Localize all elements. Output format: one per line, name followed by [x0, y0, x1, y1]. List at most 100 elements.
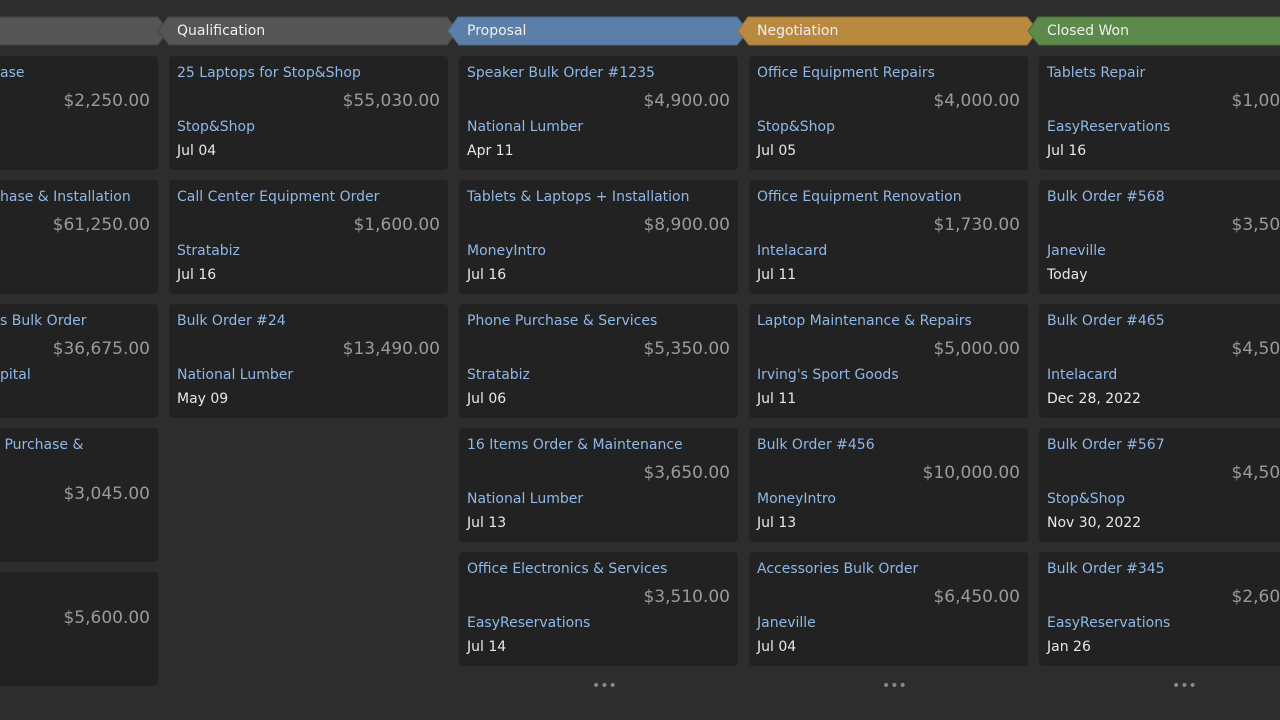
- deal-amount: $4,900.00: [643, 91, 730, 111]
- deal-amount: $2,603: [1231, 587, 1280, 607]
- deal-title: Bulk Order #345: [1047, 561, 1165, 577]
- deal-card[interactable]: 25 Laptops for Stop&Shop $55,030.00 Stop&S…: [169, 56, 448, 170]
- deal-card[interactable]: Bulk Order #345 $2,603 EasyReservations Jan…: [1039, 552, 1280, 666]
- stage-headers: [0, 16, 1280, 46]
- deal-company: Stop&Shop: [1047, 491, 1125, 507]
- stage-title: Qualification: [177, 23, 266, 39]
- deal-card[interactable]: Purchase & $3,045.00: [0, 428, 158, 562]
- deal-title: Laptop Maintenance & Repairs: [757, 313, 972, 329]
- deal-date: Nov 30, 2022: [1047, 515, 1142, 531]
- deal-amount: $4,500: [1231, 463, 1280, 483]
- deal-date: Jul 06: [467, 391, 507, 407]
- deal-title: Bulk Order #567: [1047, 437, 1165, 453]
- deal-card[interactable]: Phone Purchase & Services $5,350.00 Strata…: [459, 304, 738, 418]
- stage-title: Closed Won: [1047, 23, 1129, 39]
- deal-amount: $8,900.00: [643, 215, 730, 235]
- deal-title: Bulk Order #568: [1047, 189, 1165, 205]
- deal-company: Stop&Shop: [177, 119, 255, 135]
- deal-card[interactable]: Bulk Order #465 $4,500 Intelacard Dec 28, 2…: [1039, 304, 1280, 418]
- deal-amount: $36,675.00: [52, 339, 150, 359]
- deal-title: Bulk Order #456: [757, 437, 875, 453]
- deal-date: May 09: [177, 391, 229, 407]
- more-icon[interactable]: •••: [592, 678, 617, 694]
- deal-card[interactable]: Bulk Order #568 $3,500 Janeville Today: [1039, 180, 1280, 294]
- deal-title: Tablets & Laptops + Installation: [467, 189, 690, 205]
- deal-company: Stratabiz: [177, 243, 240, 259]
- deal-title: Bulk Order #24: [177, 313, 286, 329]
- deal-title: Purchase &: [0, 437, 84, 453]
- deal-date: Jul 13: [467, 515, 507, 531]
- deal-amount: $5,350.00: [643, 339, 730, 359]
- deal-title: Office Equipment Repairs: [757, 65, 935, 81]
- deal-amount: $3,045.00: [63, 484, 150, 504]
- more-icon[interactable]: •••: [1172, 678, 1197, 694]
- deal-title: s Bulk Order: [0, 313, 87, 329]
- deal-date: Dec 28, 2022: [1047, 391, 1141, 407]
- deal-company: MoneyIntro: [757, 491, 836, 507]
- deal-title: Bulk Order #465: [1047, 313, 1165, 329]
- deal-company: National Lumber: [467, 119, 584, 135]
- deal-date: Today: [1047, 267, 1088, 283]
- stage-arrow: [737, 16, 1039, 46]
- deal-card[interactable]: hase & Installation $61,250.00: [0, 180, 158, 294]
- deal-amount: $4,000.00: [933, 91, 1020, 111]
- deal-amount: $13,490.00: [342, 339, 440, 359]
- deal-card[interactable]: $5,600.00: [0, 572, 158, 686]
- deal-amount: $5,000.00: [933, 339, 1020, 359]
- deal-date: Jul 14: [467, 639, 507, 655]
- deal-amount: $1,730.00: [933, 215, 1020, 235]
- deal-title: Accessories Bulk Order: [757, 561, 919, 577]
- deal-card[interactable]: Accessories Bulk Order $6,450.00 Janeville…: [749, 552, 1028, 666]
- deal-date: Jul 13: [757, 515, 797, 531]
- deal-title: hase & Installation: [0, 189, 131, 205]
- deal-company: pital: [0, 367, 31, 383]
- more-icon[interactable]: •••: [882, 678, 907, 694]
- stage-title: Proposal: [467, 23, 527, 39]
- deal-company: National Lumber: [177, 367, 294, 383]
- deal-card[interactable]: Bulk Order #24 $13,490.00 National Lumber M…: [169, 304, 448, 418]
- deal-card[interactable]: Office Electronics & Services $3,510.00 Ea…: [459, 552, 738, 666]
- deal-title: Phone Purchase & Services: [467, 313, 658, 329]
- deal-amount: $4,500: [1231, 339, 1280, 359]
- deal-title: Speaker Bulk Order #1235: [467, 65, 655, 81]
- deal-date: Jul 04: [757, 639, 797, 655]
- deal-company: National Lumber: [467, 491, 584, 507]
- deal-amount: $3,650.00: [643, 463, 730, 483]
- deal-card[interactable]: Call Center Equipment Order $1,600.00 Stra…: [169, 180, 448, 294]
- deal-amount: $6,450.00: [933, 587, 1020, 607]
- deal-company: Janeville: [757, 615, 816, 631]
- deal-title: ase: [0, 65, 25, 81]
- deal-card[interactable]: Bulk Order #567 $4,500 Stop&Shop Nov 30, 20…: [1039, 428, 1280, 542]
- deal-title: Office Equipment Renovation: [757, 189, 962, 205]
- deal-amount: $3,500: [1231, 215, 1280, 235]
- stage-title: Negotiation: [757, 23, 839, 39]
- deal-card[interactable]: Tablets & Laptops + Installation $8,900.0…: [459, 180, 738, 294]
- deal-date: Apr 11: [467, 143, 514, 159]
- deal-amount: $61,250.00: [52, 215, 150, 235]
- deal-company: Intelacard: [1047, 367, 1118, 383]
- stage-arrow: [1027, 16, 1280, 46]
- deal-card[interactable]: s Bulk Order $36,675.00 pital: [0, 304, 158, 418]
- deal-amount: $10,000.00: [922, 463, 1020, 483]
- deal-amount: $2,250.00: [63, 91, 150, 111]
- deal-date: Jan 26: [1047, 639, 1091, 655]
- deal-card[interactable]: Office Equipment Repairs $4,000.00 Stop&Sh…: [749, 56, 1028, 170]
- stage-arrow: [157, 16, 459, 46]
- deal-card[interactable]: Bulk Order #456 $10,000.00 MoneyIntro Jul 1…: [749, 428, 1028, 542]
- deal-card[interactable]: Tablets Repair $1,000 EasyReservations Jul …: [1039, 56, 1280, 170]
- deal-card[interactable]: Office Equipment Renovation $1,730.00 Inte…: [749, 180, 1028, 294]
- deal-title: 25 Laptops for Stop&Shop: [177, 65, 361, 81]
- deal-title: 16 Items Order & Maintenance: [467, 437, 683, 453]
- deal-company: Stratabiz: [467, 367, 530, 383]
- stage-arrow: [0, 16, 169, 46]
- deal-company: Intelacard: [757, 243, 828, 259]
- deal-date: Jul 16: [177, 267, 217, 283]
- deal-company: Stop&Shop: [757, 119, 835, 135]
- deal-card[interactable]: 16 Items Order & Maintenance $3,650.00 Nat…: [459, 428, 738, 542]
- deal-amount: $5,600.00: [63, 608, 150, 628]
- deal-amount: $3,510.00: [643, 587, 730, 607]
- deal-card[interactable]: Speaker Bulk Order #1235 $4,900.00 Nationa…: [459, 56, 738, 170]
- deal-card[interactable]: ase $2,250.00: [0, 56, 158, 170]
- deal-card[interactable]: Laptop Maintenance & Repairs $5,000.00 Irv…: [749, 304, 1028, 418]
